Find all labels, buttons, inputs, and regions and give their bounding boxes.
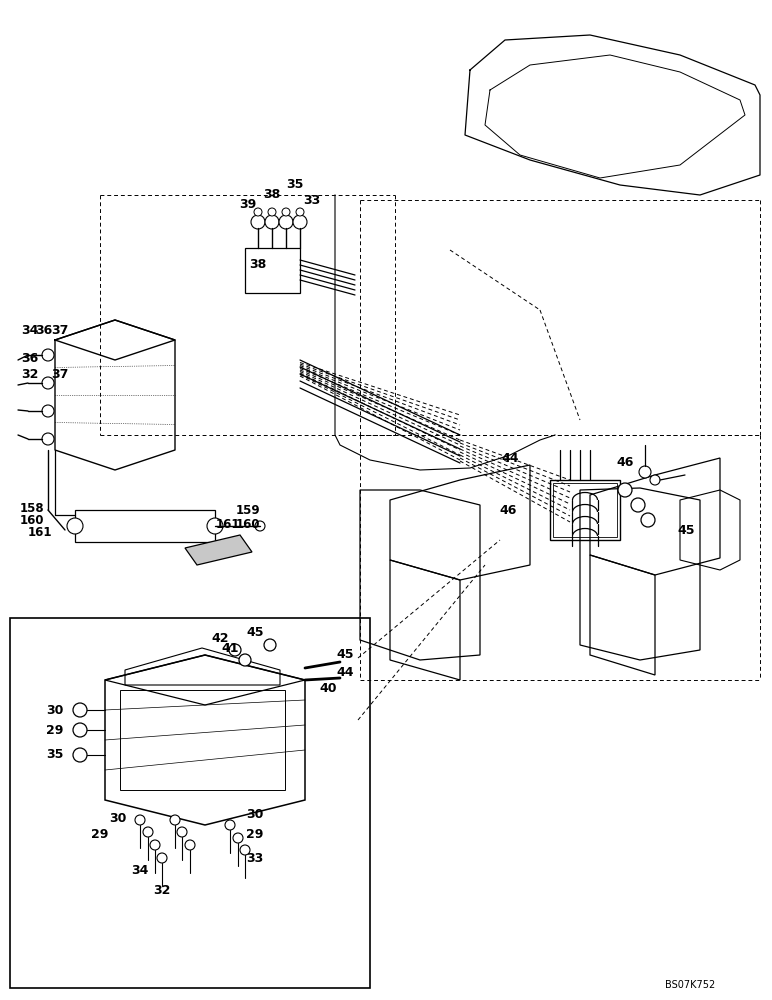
Circle shape [255, 521, 265, 531]
Text: 42: 42 [212, 632, 229, 645]
Polygon shape [185, 535, 252, 565]
Circle shape [157, 853, 167, 863]
Circle shape [207, 518, 223, 534]
Text: 160: 160 [235, 518, 260, 532]
Circle shape [73, 703, 87, 717]
Text: 161: 161 [215, 518, 240, 532]
Circle shape [240, 845, 250, 855]
Text: 44: 44 [337, 666, 354, 678]
Circle shape [233, 833, 243, 843]
Text: 38: 38 [263, 188, 281, 202]
Circle shape [239, 654, 251, 666]
Text: 161: 161 [28, 526, 52, 540]
Circle shape [73, 748, 87, 762]
Circle shape [618, 483, 632, 497]
Circle shape [229, 644, 241, 656]
Text: 30: 30 [110, 812, 127, 824]
Circle shape [185, 840, 195, 850]
Circle shape [170, 815, 180, 825]
Circle shape [282, 208, 290, 216]
Text: BS07K752: BS07K752 [665, 980, 715, 990]
Bar [245, 248, 300, 293]
Text: 32: 32 [154, 884, 171, 896]
Text: 29: 29 [246, 828, 264, 842]
Text: 29: 29 [46, 724, 63, 736]
Bar [75, 510, 215, 542]
Text: 34: 34 [22, 324, 39, 336]
Text: 36: 36 [22, 352, 39, 364]
Circle shape [296, 208, 304, 216]
Circle shape [264, 639, 276, 651]
Text: 37: 37 [51, 368, 69, 381]
Text: 46: 46 [499, 504, 516, 516]
Circle shape [143, 827, 153, 837]
Text: 160: 160 [20, 514, 44, 526]
Circle shape [631, 498, 645, 512]
Circle shape [42, 405, 54, 417]
Bar [553, 483, 617, 537]
Text: 46: 46 [616, 456, 634, 468]
Circle shape [42, 433, 54, 445]
Circle shape [641, 513, 655, 527]
Bar [10, 618, 370, 988]
Text: 36: 36 [36, 324, 52, 336]
Circle shape [42, 349, 54, 361]
Circle shape [650, 475, 660, 485]
Text: 39: 39 [239, 198, 256, 212]
Text: 44: 44 [501, 452, 519, 464]
Text: 35: 35 [46, 748, 63, 762]
Text: 159: 159 [235, 504, 260, 516]
Text: 30: 30 [46, 704, 63, 716]
Text: 35: 35 [286, 178, 303, 192]
Text: 40: 40 [320, 682, 337, 694]
Circle shape [42, 377, 54, 389]
Circle shape [225, 820, 235, 830]
Circle shape [293, 215, 307, 229]
Text: 45: 45 [246, 626, 264, 640]
Circle shape [639, 466, 651, 478]
Circle shape [265, 215, 279, 229]
Circle shape [251, 215, 265, 229]
Circle shape [177, 827, 187, 837]
Text: 33: 33 [303, 194, 320, 207]
Circle shape [279, 215, 293, 229]
Text: 30: 30 [246, 808, 264, 822]
Text: 33: 33 [246, 852, 263, 864]
Text: 45: 45 [677, 524, 695, 536]
Text: 37: 37 [51, 324, 69, 336]
Circle shape [73, 723, 87, 737]
Text: 29: 29 [91, 828, 109, 842]
Circle shape [67, 518, 83, 534]
Text: 45: 45 [337, 648, 354, 662]
Text: 158: 158 [20, 502, 44, 514]
Circle shape [135, 815, 145, 825]
Text: 32: 32 [22, 368, 39, 381]
Text: 34: 34 [131, 863, 149, 876]
Bar [120, 690, 285, 790]
Circle shape [268, 208, 276, 216]
Text: 38: 38 [249, 258, 266, 271]
Bar [550, 480, 620, 540]
Text: 41: 41 [222, 642, 239, 654]
Circle shape [150, 840, 160, 850]
Circle shape [254, 208, 262, 216]
